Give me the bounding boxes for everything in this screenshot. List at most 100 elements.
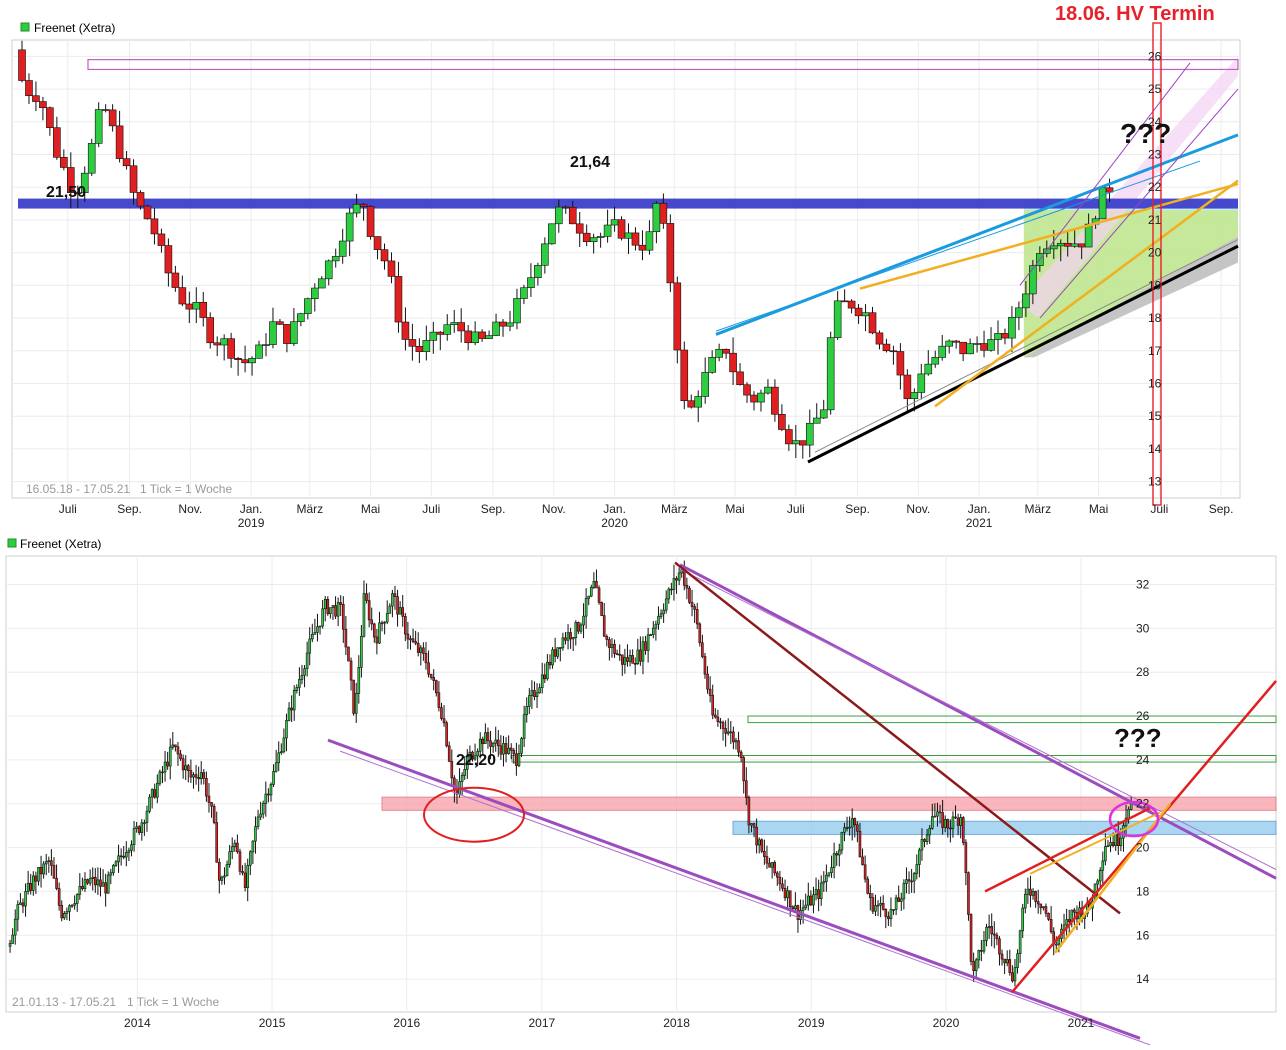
- candle: [104, 873, 107, 907]
- candle: [276, 318, 284, 325]
- candle: [540, 662, 544, 694]
- candle-body: [905, 879, 908, 884]
- candle-body: [1042, 906, 1045, 909]
- candle: [809, 890, 813, 906]
- candle-body: [915, 864, 919, 874]
- candle-body: [476, 750, 479, 757]
- candle: [931, 350, 940, 368]
- candle: [502, 735, 505, 767]
- candle-body: [897, 897, 901, 902]
- candle-body: [137, 826, 141, 833]
- candle-body: [729, 352, 737, 373]
- x-tick-label: März: [1024, 502, 1051, 516]
- candle: [290, 695, 293, 723]
- candle: [442, 705, 446, 727]
- candle-body: [959, 341, 967, 355]
- y-tick-label: 13: [1148, 475, 1162, 489]
- candle: [347, 646, 350, 662]
- candle-body: [321, 608, 324, 627]
- candle-body: [596, 236, 605, 238]
- candle: [672, 564, 676, 601]
- candle-body: [484, 732, 487, 744]
- candle-body: [680, 349, 689, 402]
- y-tick-label: 14: [1136, 972, 1150, 986]
- candlesticks: [18, 40, 1114, 459]
- y-axis-ticks: 13 14 15 16 17 18 19 20 21 22 23 24 25 26: [1148, 49, 1162, 488]
- candle-body: [491, 742, 495, 747]
- candle-body: [613, 643, 616, 655]
- candle: [411, 628, 415, 644]
- candle: [422, 325, 431, 361]
- candle-body: [672, 578, 676, 590]
- candle: [561, 632, 565, 651]
- candle: [246, 858, 250, 902]
- candle: [659, 609, 663, 620]
- candle: [334, 596, 337, 620]
- candle: [703, 652, 707, 679]
- candle: [303, 665, 306, 688]
- candle: [875, 330, 884, 350]
- candle-body: [577, 622, 580, 632]
- y-tick-label: 30: [1136, 621, 1150, 635]
- candle: [57, 882, 61, 911]
- candle: [825, 864, 828, 892]
- candle: [259, 801, 262, 821]
- candle: [262, 333, 270, 357]
- candle-body: [75, 893, 79, 904]
- candle-body: [924, 363, 933, 375]
- candle: [408, 323, 417, 361]
- candle-body: [786, 890, 789, 899]
- candle-body: [602, 615, 606, 637]
- candle-body: [317, 278, 326, 289]
- y-tick-label: 24: [1136, 753, 1150, 767]
- candle: [814, 877, 818, 901]
- candle-body: [662, 609, 665, 615]
- candle: [781, 877, 784, 892]
- candle: [624, 223, 633, 254]
- candle: [308, 627, 312, 666]
- candle-body: [125, 852, 128, 858]
- candle-body: [792, 440, 800, 445]
- candle-body: [827, 872, 831, 876]
- candle: [32, 871, 35, 896]
- candle-body: [703, 656, 707, 675]
- candle: [541, 237, 549, 274]
- candle: [163, 750, 167, 782]
- candle: [388, 603, 392, 614]
- candle: [344, 616, 348, 656]
- candle: [261, 800, 265, 819]
- uptrend-line-upper: [984, 806, 1151, 893]
- candle-body: [1022, 293, 1030, 309]
- candle: [652, 201, 661, 244]
- candle: [732, 726, 735, 750]
- candle: [329, 607, 332, 619]
- candle: [243, 862, 247, 892]
- candle-body: [517, 753, 521, 766]
- candle: [184, 755, 188, 781]
- candle-body: [86, 879, 89, 884]
- candle: [980, 330, 988, 358]
- candle-body: [574, 622, 578, 638]
- candle-body: [764, 386, 772, 394]
- candle-body: [938, 345, 947, 358]
- candle-body: [610, 643, 614, 648]
- highlight-circle-magenta: [1108, 800, 1160, 838]
- x-tick-label: Nov.: [542, 502, 566, 516]
- candle: [464, 324, 472, 351]
- candle-body: [55, 877, 58, 889]
- candle: [589, 584, 593, 598]
- candle: [228, 844, 231, 868]
- candle: [436, 330, 445, 351]
- candle-body: [822, 881, 826, 884]
- candle-body: [272, 771, 275, 785]
- candle-body: [359, 203, 368, 207]
- candle: [223, 867, 226, 885]
- candle-body: [298, 679, 301, 688]
- candle-body: [117, 855, 120, 863]
- candle: [140, 819, 144, 841]
- candle-body: [161, 771, 164, 774]
- candle-body: [771, 386, 779, 415]
- candle-body: [94, 109, 103, 144]
- candle-body: [261, 803, 265, 815]
- candle: [316, 613, 319, 642]
